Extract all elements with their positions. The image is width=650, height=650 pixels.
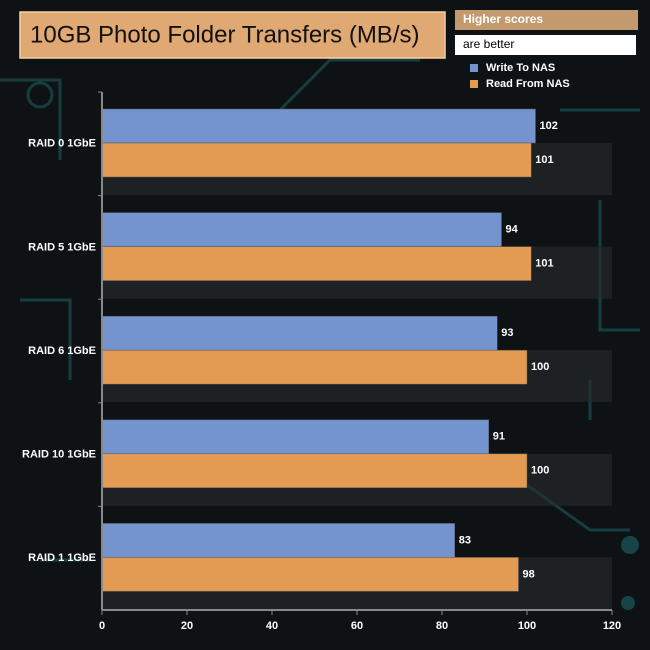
note-box bbox=[455, 10, 638, 30]
y-tick-label: RAID 0 1GbE bbox=[28, 138, 96, 150]
y-tick-label: RAID 1 1GbE bbox=[28, 552, 96, 564]
bar bbox=[101, 142, 532, 178]
value-label: 101 bbox=[535, 154, 553, 166]
bar bbox=[101, 523, 455, 558]
x-tick-label: 80 bbox=[436, 620, 448, 632]
bar bbox=[101, 557, 519, 592]
title-box bbox=[19, 11, 446, 59]
legend-swatch bbox=[470, 80, 478, 88]
value-label: 94 bbox=[506, 224, 519, 236]
value-label: 98 bbox=[523, 568, 535, 580]
legend-label: Write To NAS bbox=[486, 62, 555, 74]
value-label: 93 bbox=[501, 327, 513, 339]
bar bbox=[101, 212, 502, 247]
x-tick-label: 120 bbox=[603, 620, 621, 632]
x-tick-label: 40 bbox=[266, 620, 278, 632]
y-tick-label: RAID 6 1GbE bbox=[28, 345, 96, 357]
note: Higher scores bbox=[463, 12, 543, 26]
value-label: 100 bbox=[531, 465, 549, 477]
x-tick-label: 20 bbox=[181, 620, 193, 632]
note-box bbox=[455, 35, 636, 55]
bar bbox=[101, 108, 536, 144]
x-tick-label: 60 bbox=[351, 620, 363, 632]
y-tick-label: RAID 10 1GbE bbox=[22, 449, 96, 461]
value-label: 91 bbox=[493, 431, 505, 443]
value-label: 101 bbox=[535, 258, 553, 270]
bar bbox=[101, 246, 532, 281]
y-tick-label: RAID 5 1GbE bbox=[28, 241, 96, 253]
x-tick-label: 100 bbox=[518, 620, 536, 632]
value-label: 102 bbox=[540, 120, 558, 132]
note: are better bbox=[463, 37, 514, 51]
bar bbox=[101, 419, 489, 455]
bar bbox=[101, 453, 528, 489]
value-label: 83 bbox=[459, 534, 471, 546]
legend-swatch bbox=[470, 64, 478, 72]
chart-title: 10GB Photo Folder Transfers (MB/s) bbox=[30, 21, 419, 48]
value-label: 100 bbox=[531, 361, 549, 373]
legend-label: Read From NAS bbox=[486, 78, 570, 90]
bar bbox=[101, 349, 528, 385]
circuit-decoration bbox=[0, 58, 640, 610]
bar bbox=[101, 315, 498, 351]
x-tick-label: 0 bbox=[99, 620, 105, 632]
